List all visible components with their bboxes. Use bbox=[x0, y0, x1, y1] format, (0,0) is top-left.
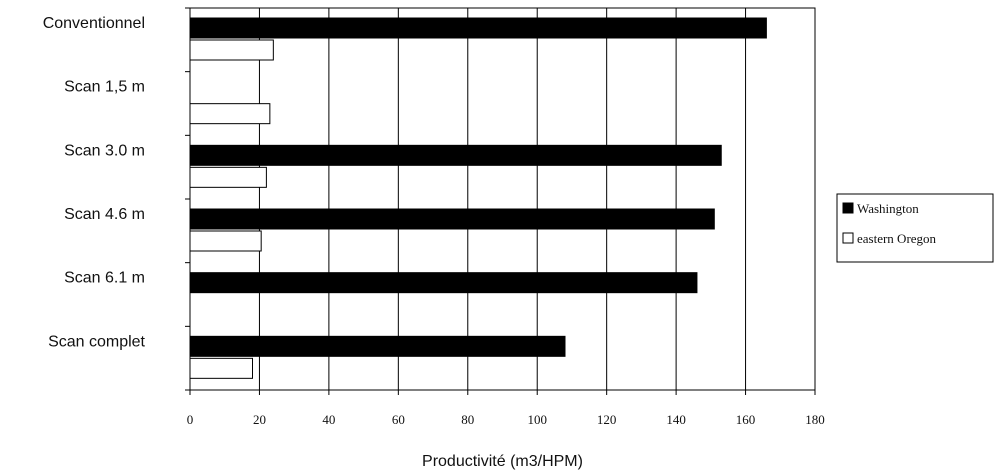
legend-label-eastern-oregon: eastern Oregon bbox=[857, 231, 937, 246]
plot-area-frame bbox=[189, 7, 816, 391]
x-tick-label: 180 bbox=[805, 412, 825, 427]
bar-eastern-oregon bbox=[189, 103, 271, 125]
category-label: Scan complet bbox=[48, 333, 145, 350]
x-axis-title: Productivité (m3/HPM) bbox=[422, 453, 583, 470]
bar-washington bbox=[189, 335, 566, 357]
bar-washington bbox=[189, 144, 722, 166]
x-tick-label: 80 bbox=[461, 412, 474, 427]
category-label: Scan 6.1 m bbox=[64, 270, 145, 287]
category-label: Scan 4.6 m bbox=[64, 206, 145, 223]
bar-eastern-oregon bbox=[189, 230, 262, 252]
x-tick-label: 100 bbox=[527, 412, 547, 427]
x-tick-label: 160 bbox=[736, 412, 756, 427]
grid-lines bbox=[189, 8, 816, 390]
bar-eastern-oregon bbox=[189, 166, 267, 188]
bars bbox=[189, 17, 767, 379]
category-labels: Conventionnel Scan 1,5 m Scan 3.0 m Scan 4.… bbox=[43, 15, 146, 350]
bar-washington bbox=[189, 17, 767, 39]
x-axis-ticks: 0 20 40 60 80 100 120 140 160 180 bbox=[185, 7, 825, 427]
x-tick-label: 120 bbox=[597, 412, 617, 427]
category-label: Scan 1,5 m bbox=[64, 79, 145, 96]
bar-washington bbox=[189, 208, 715, 230]
x-tick-label: 140 bbox=[666, 412, 686, 427]
x-tick-label: 20 bbox=[253, 412, 266, 427]
bar-eastern-oregon bbox=[189, 357, 253, 379]
x-tick-label: 40 bbox=[322, 412, 335, 427]
legend-swatch-washington bbox=[842, 202, 854, 214]
legend-box bbox=[836, 193, 994, 263]
category-label: Conventionnel bbox=[43, 15, 145, 32]
legend: Washington eastern Oregon bbox=[836, 193, 994, 263]
bar-washington bbox=[189, 272, 698, 294]
bar-eastern-oregon bbox=[189, 39, 274, 61]
category-label: Scan 3.0 m bbox=[64, 142, 145, 159]
x-tick-label: 0 bbox=[187, 412, 194, 427]
legend-swatch-eastern-oregon bbox=[842, 232, 854, 244]
legend-label-washington: Washington bbox=[857, 201, 919, 216]
x-tick-label: 60 bbox=[392, 412, 405, 427]
